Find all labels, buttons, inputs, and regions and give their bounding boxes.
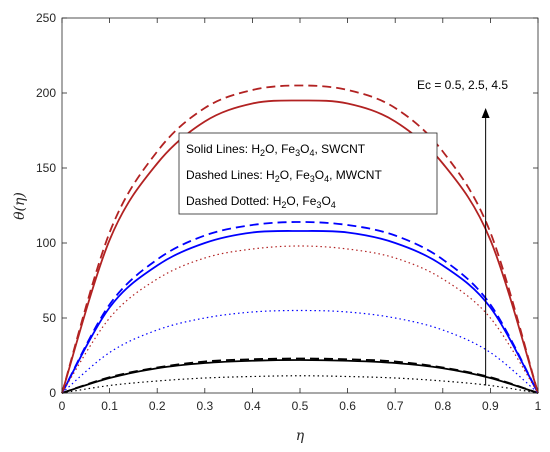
series-line-dotted-2 (61, 375, 539, 394)
x-tick-label: 0.5 (292, 399, 309, 413)
x-tick-label: 0.7 (387, 399, 404, 413)
series-line-dashed-7 (61, 84, 539, 394)
legend-entry-solid: Solid Lines: H2O, Fe3O4, SWCNT (186, 142, 366, 158)
series-line-dashed-1 (61, 357, 539, 394)
series-line-dotted-8 (61, 245, 539, 394)
y-tick-label: 200 (36, 86, 56, 100)
annotation-arrowhead (481, 108, 490, 118)
x-tick-label: 0.1 (101, 399, 118, 413)
y-tick-label: 50 (43, 311, 57, 325)
legend-box (178, 132, 438, 215)
x-tick-label: 0.3 (196, 399, 213, 413)
legend-entry-dotted: Dashed Dotted: H2O, Fe3O4 (186, 194, 336, 210)
tick-layer: 0 0.1 0.2 0.3 0.4 0.5 0.6 0.7 0.8 0.9 1 0 50 100 150 20… (36, 11, 542, 413)
y-tick-label: 100 (36, 236, 56, 250)
legend-entry-dashed: Dashed Lines: H2O, Fe3O4, MWCNT (186, 168, 382, 184)
x-tick-label: 0.9 (482, 399, 499, 413)
annotation-label: Ec = 0.5, 2.5, 4.5 (417, 78, 508, 92)
x-tick-label: 0.6 (339, 399, 356, 413)
series-layer (61, 84, 539, 394)
x-tick-label: 0.2 (149, 399, 166, 413)
legend: Solid Lines: H2O, Fe3O4, SWCNT Dashed Li… (178, 132, 438, 215)
series-line-dashed-4 (61, 221, 539, 394)
y-tick-label: 0 (49, 386, 56, 400)
series-line-dotted-5 (61, 309, 539, 394)
x-axis-label: η (296, 428, 305, 444)
series-line-solid-6 (61, 99, 539, 394)
y-tick-label: 150 (36, 161, 56, 175)
x-tick-label: 1 (535, 399, 542, 413)
series-line-solid-3 (61, 230, 539, 394)
x-tick-label: 0.8 (434, 399, 451, 413)
x-tick-label: 0 (59, 399, 66, 413)
y-tick-label: 250 (36, 11, 56, 25)
x-tick-label: 0.4 (244, 399, 261, 413)
annotation: Ec = 0.5, 2.5, 4.5 (417, 78, 508, 386)
y-axis-label: θ(η) (12, 192, 28, 220)
